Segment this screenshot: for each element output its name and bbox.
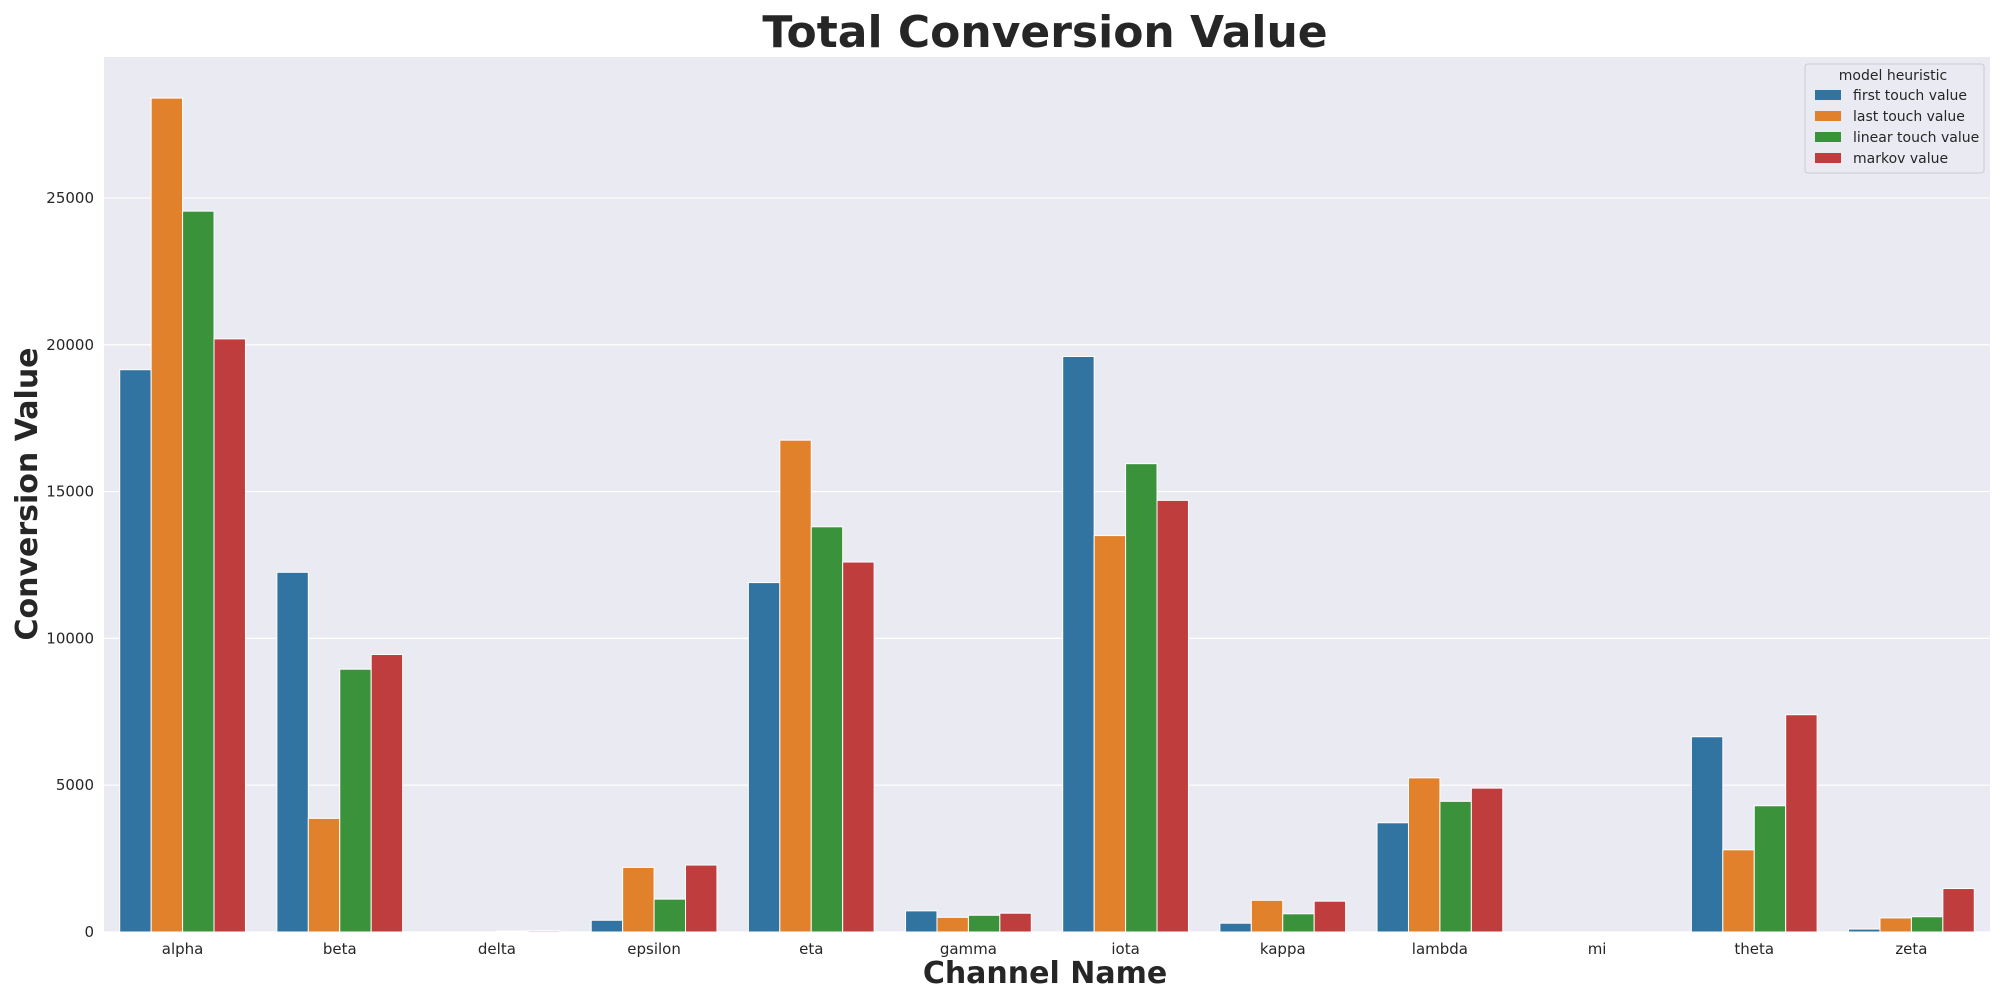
y-tick-label: 5000 [56,776,94,794]
x-tick-label: epsilon [627,940,681,958]
legend-swatch [1815,111,1841,121]
bar-gamma-0 [905,910,938,933]
bar-epsilon-1 [622,866,655,933]
bar-kappa-0 [1219,922,1252,933]
bar-kappa-1 [1250,899,1284,933]
bar-kappa-2 [1282,913,1315,933]
bar-theta-1 [1722,849,1755,933]
legend-box [1804,63,1985,174]
bar-lambda-1 [1407,777,1441,933]
legend-label: linear touch value [1853,130,1979,146]
x-tick-label: iota [1111,940,1139,958]
bar-gamma-1 [936,916,969,933]
bar-alpha-1 [150,97,184,933]
x-tick-label: eta [799,940,823,958]
y-tick-label: 25000 [46,189,94,207]
x-tick-label: delta [478,940,516,958]
chart-title: Total Conversion Value [762,7,1327,58]
x-tick-label: kappa [1260,940,1306,958]
bar-theta-3 [1785,714,1818,933]
bar-alpha-3 [213,338,246,933]
bar-lambda-0 [1376,822,1409,933]
y-tick-label: 10000 [46,629,94,647]
x-tick-label: gamma [940,940,997,958]
bar-zeta-1 [1879,917,1912,933]
gridlines [104,197,1990,933]
bar-beta-0 [276,571,309,933]
y-tick-label: 15000 [46,483,94,501]
bar-kappa-3 [1313,900,1347,933]
bar-beta-1 [307,817,341,933]
legend-swatch [1815,90,1841,100]
bar-lambda-2 [1439,800,1472,933]
bar-gamma-3 [999,912,1032,933]
bar-lambda-3 [1470,787,1504,933]
bar-epsilon-2 [653,898,687,933]
bar-zeta-0 [1848,928,1881,933]
bar-epsilon-0 [590,919,624,933]
x-axis-ticks: alpha beta delta epsilon eta gamma iota kappa la… [162,940,1928,958]
legend-label: first touch value [1853,88,1967,104]
bar-iota-2 [1125,463,1158,933]
bar-delta-2 [496,930,529,933]
bar-gamma-2 [967,914,1001,933]
y-axis-label: Conversion Value [10,347,45,640]
legend-swatch [1815,132,1841,142]
legend: model heuristic first touch value last to… [1804,63,1985,174]
plot-area [104,57,1990,932]
legend-label: markov value [1853,151,1948,167]
x-tick-label: alpha [162,940,204,958]
y-tick-label: 20000 [46,336,94,354]
bar-theta-2 [1753,805,1787,933]
bar-iota-1 [1093,535,1127,933]
y-axis-ticks: 0 5000 10000 15000 20000 25000 [46,189,94,941]
bar-alpha-0 [119,369,152,933]
bar-eta-1 [779,439,812,933]
bar-alpha-2 [182,210,215,933]
x-tick-label: zeta [1895,940,1927,958]
bar-eta-3 [842,561,875,933]
x-tick-label: theta [1734,940,1774,958]
bar-eta-2 [810,526,844,933]
bars [119,97,1975,933]
legend-swatch [1815,153,1841,163]
bar-beta-2 [339,668,372,933]
x-tick-label: beta [323,940,357,958]
y-tick-label: 0 [84,923,94,941]
x-tick-label: mi [1588,940,1607,958]
legend-label: last touch value [1853,109,1965,125]
bar-epsilon-3 [685,864,718,933]
legend-title: model heuristic [1839,68,1947,84]
x-tick-label: lambda [1412,940,1468,958]
bar-iota-0 [1062,355,1095,933]
bar-zeta-2 [1910,916,1944,933]
bar-eta-0 [747,582,781,933]
bar-zeta-3 [1942,888,1975,933]
bar-delta-3 [527,930,561,933]
x-axis-label: Channel Name [923,956,1167,991]
bar-theta-0 [1690,736,1724,933]
bar-iota-3 [1156,499,1189,933]
bar-beta-3 [370,654,404,933]
